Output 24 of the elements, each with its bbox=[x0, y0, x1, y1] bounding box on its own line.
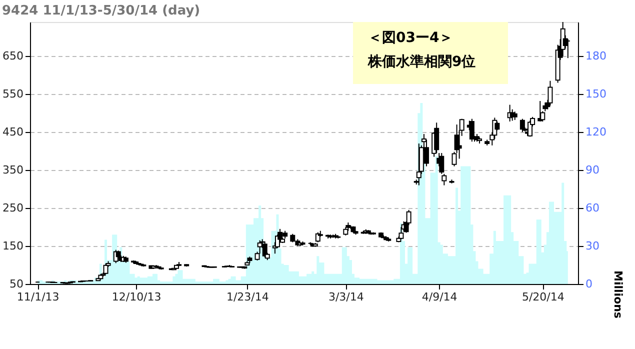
y2-tick-label: 0 bbox=[586, 278, 592, 290]
x-tick-label: 4/9/14 bbox=[422, 290, 458, 304]
x-tick-label: 1/23/14 bbox=[226, 290, 269, 304]
y-tick-label: 350 bbox=[2, 164, 24, 177]
x-tick-label: 12/10/13 bbox=[112, 290, 162, 304]
y-tick-label: 50 bbox=[10, 278, 24, 290]
x-tick-label: 3/3/14 bbox=[328, 290, 364, 304]
chart-title: 9424 11/1/13-5/30/14 (day) bbox=[2, 4, 200, 18]
annotation: 株価水準相関9位 bbox=[367, 54, 476, 70]
y-tick-label: 250 bbox=[2, 202, 24, 215]
x-tick-label: 11/1/13 bbox=[16, 290, 60, 304]
y2-tick-label: 120 bbox=[586, 126, 606, 139]
y2-axis-title: Millions bbox=[612, 270, 624, 319]
y2-tick-label: 60 bbox=[586, 202, 600, 215]
y2-tick-label: 180 bbox=[586, 50, 606, 63]
y-tick-label: 150 bbox=[2, 240, 24, 253]
y2-tick-label: 30 bbox=[586, 240, 600, 253]
y-tick-label: 550 bbox=[2, 88, 24, 101]
y2-tick-label: 150 bbox=[586, 88, 606, 101]
y-tick-label: 650 bbox=[2, 50, 24, 63]
y-tick-label: 450 bbox=[2, 126, 24, 139]
annotation: ＜図03ー4＞ bbox=[368, 30, 454, 46]
y2-tick-label: 90 bbox=[586, 164, 600, 177]
x-tick-label: 5/20/14 bbox=[522, 290, 564, 304]
